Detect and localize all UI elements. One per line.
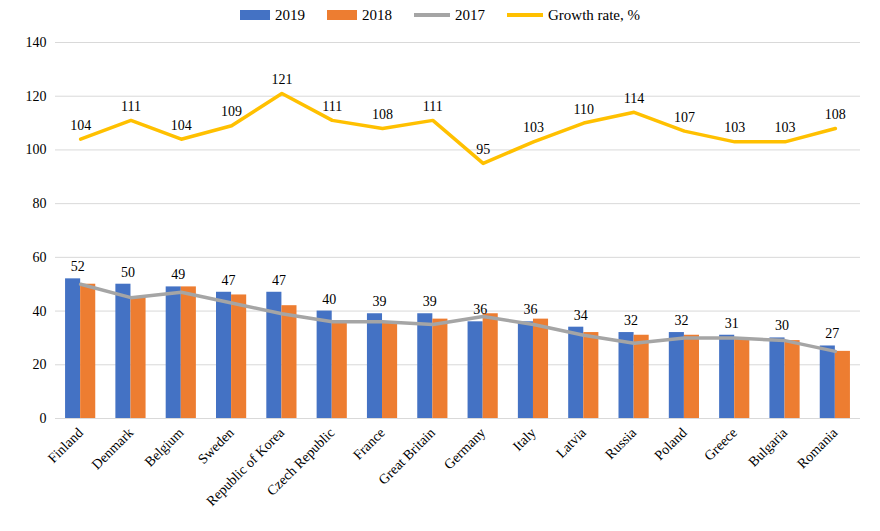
svg-text:32: 32 [624,313,638,328]
svg-text:39: 39 [423,294,437,309]
svg-text:Bulgaria: Bulgaria [746,424,791,469]
svg-text:103: 103 [724,120,745,135]
svg-text:50: 50 [121,265,135,280]
svg-text:0: 0 [40,411,47,426]
svg-text:47: 47 [272,273,286,288]
svg-text:27: 27 [825,326,839,341]
svg-text:Germany: Germany [441,425,488,472]
svg-text:Romania: Romania [794,424,841,471]
svg-text:111: 111 [423,99,443,114]
svg-text:Republic of Korea: Republic of Korea [203,425,288,509]
svg-text:140: 140 [26,35,47,50]
svg-text:104: 104 [171,118,192,133]
svg-text:103: 103 [775,120,796,135]
svg-text:110: 110 [574,102,594,117]
svg-text:Italy: Italy [510,425,539,454]
svg-text:34: 34 [574,308,588,323]
html-text:2018: 2018 [362,6,392,23]
svg-text:Latvia: Latvia [553,424,589,460]
svg-text:49: 49 [171,267,185,282]
svg-text:121: 121 [271,72,292,87]
svg-text:114: 114 [624,91,644,106]
svg-text:Greece: Greece [701,425,740,464]
svg-text:109: 109 [221,104,242,119]
svg-text:36: 36 [523,302,537,317]
svg-text:111: 111 [121,99,141,114]
svg-text:Sweden: Sweden [195,425,237,467]
svg-text:20: 20 [33,357,47,372]
svg-text:France: France [350,425,388,463]
svg-text:104: 104 [70,118,91,133]
svg-text:95: 95 [476,142,490,157]
svg-text:111: 111 [322,99,342,114]
svg-text:Czech Republic: Czech Republic [264,425,338,499]
html-text:Growth rate, %: Growth rate, % [548,6,640,23]
svg-text:108: 108 [372,107,393,122]
svg-text:52: 52 [71,259,85,274]
svg-text:Russia: Russia [602,424,640,462]
svg-text:Belgium: Belgium [142,425,187,470]
svg-text:47: 47 [222,273,236,288]
svg-text:Finland: Finland [45,425,86,466]
svg-text:36: 36 [473,302,487,317]
svg-text:30: 30 [775,318,789,333]
svg-text:60: 60 [33,250,47,265]
svg-text:32: 32 [674,313,688,328]
svg-text:40: 40 [33,304,47,319]
svg-text:Poland: Poland [652,425,690,463]
svg-text:108: 108 [825,107,846,122]
html-text:2019: 2019 [275,6,305,23]
svg-text:80: 80 [33,196,47,211]
svg-text:39: 39 [373,294,387,309]
svg-text:120: 120 [26,89,47,104]
svg-text:100: 100 [26,142,47,157]
svg-text:31: 31 [725,316,739,331]
html-text:2017: 2017 [455,6,485,23]
svg-text:103: 103 [523,120,544,135]
svg-text:Great Britain: Great Britain [376,425,439,488]
svg-text:Denmark: Denmark [89,425,136,472]
svg-text:40: 40 [322,292,336,307]
svg-text:107: 107 [674,110,695,125]
